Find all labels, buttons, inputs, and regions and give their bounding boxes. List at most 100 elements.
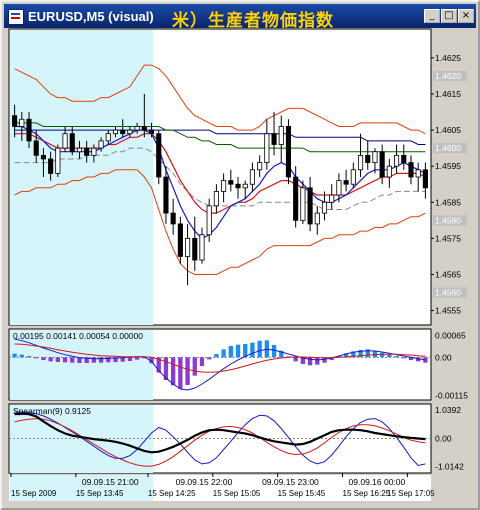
price-marker-bg: [433, 70, 467, 81]
macd-bar: [322, 357, 327, 363]
session-separator-label: 09.09.15 23:00: [262, 477, 319, 487]
chart-app-icon: [8, 9, 24, 25]
price-marker-bg: [433, 143, 467, 154]
macd-bar: [401, 357, 406, 359]
macd-bar: [127, 357, 133, 361]
macd-bar: [98, 357, 104, 363]
price-axis-label: 1.4615: [435, 89, 461, 99]
candle: [249, 169, 255, 185]
candle: [206, 205, 212, 236]
candle: [141, 126, 147, 131]
macd-bar: [379, 352, 385, 358]
price-axis-label: 1.4625: [435, 53, 461, 63]
price-axis-label: 1.4595: [435, 161, 461, 171]
candle: [221, 180, 227, 192]
candle: [185, 237, 191, 257]
macd-bar: [134, 357, 140, 360]
candle: [112, 129, 119, 135]
macd-axis-label: 0.00: [435, 352, 452, 362]
candle: [199, 234, 205, 261]
spearman-black-line: [14, 412, 426, 454]
macd-bar: [84, 357, 89, 363]
candle: [394, 154, 400, 167]
candle: [76, 147, 83, 153]
time-axis-label: 15 Sep 16:25: [343, 489, 391, 498]
macd-bar: [300, 357, 306, 364]
maximize-button[interactable]: □: [441, 9, 457, 23]
macd-bar: [48, 357, 53, 362]
macd-bar: [207, 357, 212, 360]
candle: [357, 154, 364, 171]
chart-area[interactable]: 1.4625 1.4615 1.4605 1.4595 1.4585 1.4575 1.45…: [3, 27, 475, 503]
ma-green-line: [14, 122, 426, 153]
macd-bar: [243, 344, 248, 358]
candle: [33, 140, 39, 156]
title-bar[interactable]: EURUSD,M5 (visual) 米）生産者物価指数 _ □ ×: [4, 4, 476, 30]
close-button[interactable]: ×: [458, 9, 474, 23]
macd-bar: [19, 354, 24, 358]
macd-bar: [120, 357, 125, 362]
candle: [170, 212, 176, 225]
macd-bar: [142, 357, 147, 359]
macd-bar: [387, 354, 392, 358]
time-axis-label: 15 Sep 15:05: [213, 489, 261, 498]
candle: [148, 129, 155, 135]
candle: [271, 133, 277, 145]
candle: [62, 133, 68, 149]
ma-navy-line: [14, 129, 426, 145]
history-shading: [10, 30, 154, 325]
candle: [321, 201, 328, 214]
candle: [192, 237, 198, 261]
macd-bar: [214, 354, 219, 358]
price-axis-label: 1.4605: [435, 125, 461, 135]
price-marker-label: 1.4600: [435, 143, 461, 153]
minimize-button[interactable]: _: [424, 9, 440, 23]
candle: [408, 162, 414, 178]
macd-bar: [394, 356, 399, 358]
event-title: 米）生産者物価指数: [172, 11, 334, 30]
candle: [163, 176, 169, 214]
candle: [329, 194, 335, 203]
macd-bar: [55, 357, 61, 362]
history-shading: [10, 475, 154, 501]
candle: [285, 126, 292, 178]
macd-bar: [336, 356, 342, 358]
ma-red-line: [14, 133, 426, 214]
candle: [415, 169, 421, 178]
candle: [55, 147, 61, 174]
spearman-axis-label: 0.00: [435, 434, 452, 444]
macd-bar: [307, 357, 313, 366]
macd-bar: [113, 357, 118, 362]
macd-bar: [228, 346, 233, 358]
history-shading: [10, 330, 154, 400]
candle: [401, 154, 407, 163]
macd-bar: [372, 350, 378, 358]
candle: [69, 133, 75, 153]
candle: [91, 147, 97, 156]
macd-bar: [329, 357, 334, 360]
macd-bar: [70, 357, 75, 363]
macd-red-line: [14, 343, 426, 373]
candle: [300, 187, 306, 221]
bollinger-lower-line: [14, 169, 426, 275]
macd-bar: [178, 357, 183, 389]
ma-dashed-line: [14, 147, 426, 210]
window-title: EURUSD,M5 (visual): [28, 9, 154, 24]
macd-bar: [156, 357, 161, 373]
candle: [120, 129, 126, 135]
candle: [307, 187, 313, 225]
price-axis-label: 1.4585: [435, 197, 461, 207]
candle: [156, 133, 162, 178]
session-separator-label: 09.09.15 22:00: [176, 477, 233, 487]
candle: [386, 165, 392, 178]
candle: [134, 126, 140, 131]
macd-bar: [279, 350, 284, 358]
candle: [314, 212, 320, 225]
macd-bar: [235, 344, 241, 358]
macd-axis-label: 0.00065: [435, 331, 466, 341]
macd-bar: [257, 340, 262, 358]
candle: [242, 183, 248, 189]
spearman-axis-label: -1.0142: [435, 461, 464, 471]
macd-bar: [12, 353, 17, 358]
candle: [257, 162, 263, 171]
